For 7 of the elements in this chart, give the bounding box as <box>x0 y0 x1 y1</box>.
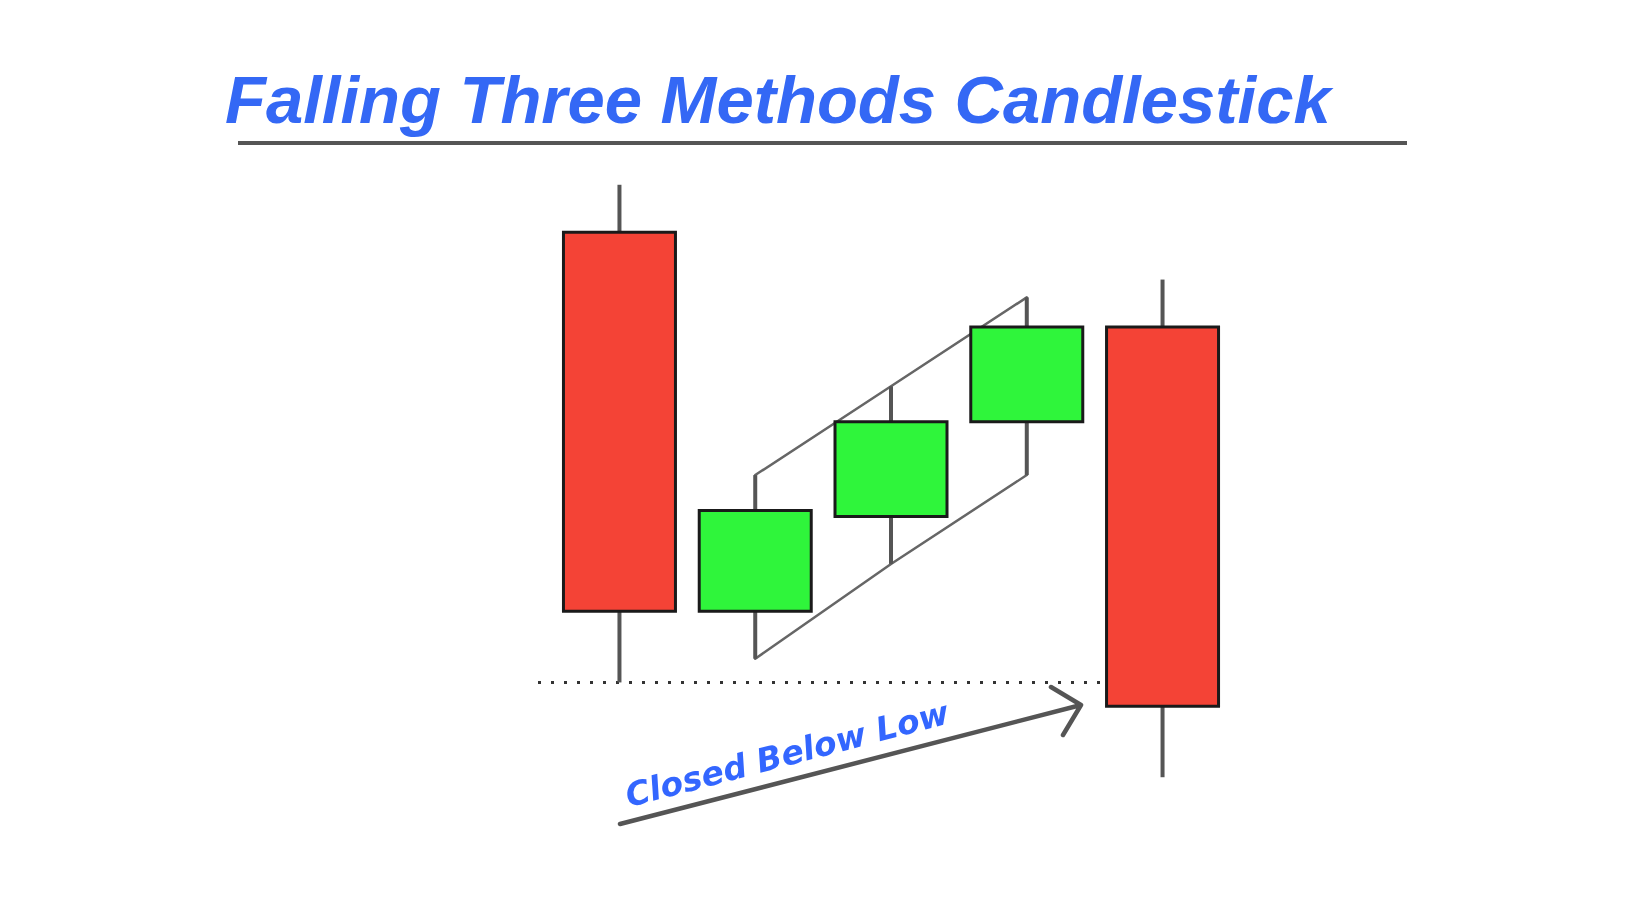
candlestick <box>833 386 949 564</box>
candlestick <box>561 184 677 683</box>
candlestick <box>1105 279 1221 778</box>
candlestick <box>969 297 1085 476</box>
chart-title: Falling Three Methods Candlestick <box>225 61 1331 139</box>
annotation: Closed Below Low <box>621 692 954 815</box>
candlestick <box>697 475 813 659</box>
